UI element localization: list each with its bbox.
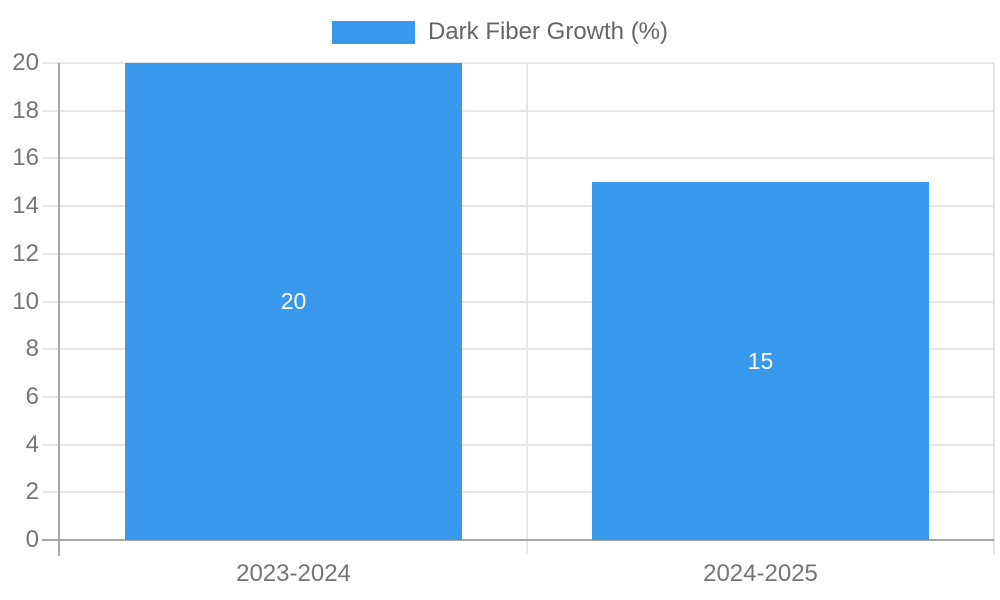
y-axis-line — [58, 63, 60, 556]
y-axis-tick-label: 0 — [25, 526, 39, 553]
y-axis-tick — [43, 157, 60, 160]
y-axis-tick-label: 12 — [12, 239, 39, 267]
y-axis-tick — [43, 443, 60, 446]
gridline-vertical — [526, 63, 528, 554]
legend-label: Dark Fiber Growth (%) — [427, 18, 669, 45]
y-axis-tick-label: 6 — [25, 382, 39, 410]
y-axis-tick-label: 8 — [25, 335, 39, 363]
y-axis-tick-label: 4 — [25, 430, 39, 458]
bar-value-label: 20 — [280, 288, 307, 314]
y-axis-tick-label: 20 — [12, 49, 39, 76]
y-axis-tick-label: 14 — [12, 192, 39, 220]
y-axis-tick — [43, 205, 60, 208]
y-axis-tick — [43, 109, 60, 112]
bar[interactable]: 20 — [125, 63, 462, 540]
y-axis-tick — [43, 348, 60, 351]
x-axis-tick-label: 2023-2024 — [236, 560, 351, 587]
y-axis-tick — [43, 62, 60, 64]
x-axis-tick-label: 2024-2025 — [703, 560, 818, 587]
y-axis-tick — [43, 300, 60, 303]
bar-value-label: 15 — [747, 347, 774, 374]
x-axis-line — [42, 539, 994, 541]
y-axis-tick-label: 2 — [25, 478, 39, 506]
bar[interactable]: 15 — [592, 182, 929, 540]
y-axis-tick-label: 18 — [12, 96, 39, 124]
y-axis-tick-label: 10 — [12, 287, 39, 315]
y-axis-tick — [43, 395, 60, 398]
y-axis-tick — [43, 252, 60, 255]
y-axis-tick-label: 16 — [12, 144, 39, 172]
gridline-vertical — [993, 63, 995, 554]
legend-swatch — [331, 20, 415, 44]
y-axis-tick — [43, 491, 60, 494]
legend[interactable]: Dark Fiber Growth (%) — [331, 18, 669, 46]
